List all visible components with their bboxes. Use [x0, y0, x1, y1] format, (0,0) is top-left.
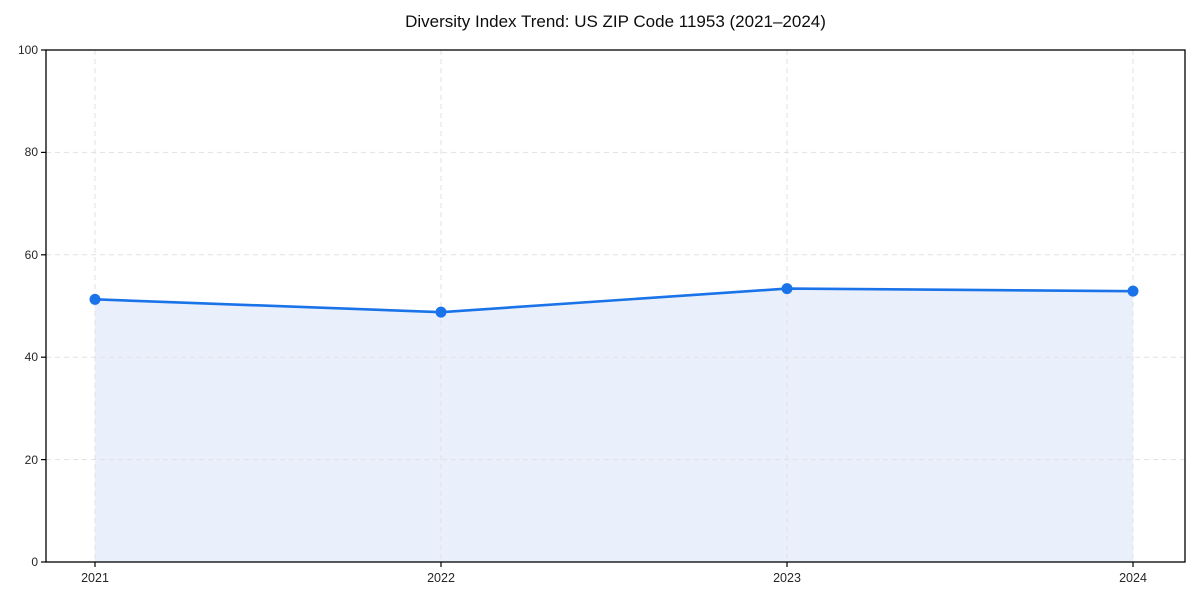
- area-fill: [95, 288, 1133, 562]
- data-point-marker: [1127, 285, 1139, 297]
- y-tick-label: 40: [24, 350, 38, 365]
- y-tick-label: 80: [24, 145, 38, 160]
- x-tick-label: 2021: [81, 571, 109, 585]
- y-tick-label: 20: [24, 452, 38, 467]
- x-tick-label: 2024: [1119, 571, 1147, 585]
- data-point-marker: [435, 306, 447, 318]
- y-tick-label: 60: [24, 247, 38, 262]
- x-tick-label: 2022: [427, 571, 455, 585]
- plot-border: [45, 49, 1186, 563]
- x-tick-label: 2023: [773, 571, 801, 585]
- y-tick-label: 0: [31, 555, 38, 569]
- chart-title: Diversity Index Trend: US ZIP Code 11953…: [405, 12, 826, 31]
- y-tick-label: 100: [17, 43, 38, 57]
- trend-line: [93, 287, 1135, 314]
- data-point-marker: [89, 293, 101, 305]
- data-point-marker: [781, 283, 793, 295]
